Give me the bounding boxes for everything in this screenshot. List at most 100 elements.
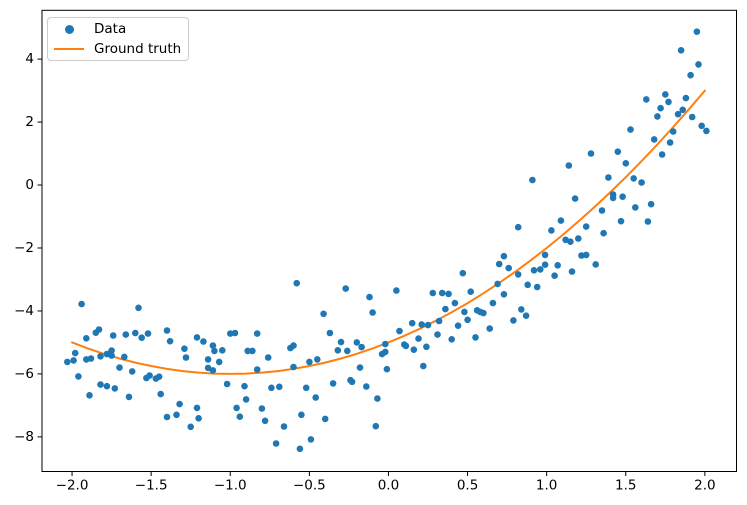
- data-point: [467, 288, 475, 296]
- data-point: [658, 151, 666, 158]
- data-point: [688, 113, 696, 121]
- data-point: [522, 312, 530, 320]
- data-point: [494, 280, 501, 288]
- data-point: [187, 423, 194, 431]
- data-point: [617, 217, 625, 225]
- data-point: [609, 194, 617, 202]
- data-point: [454, 322, 462, 330]
- data-point: [423, 343, 430, 351]
- y-tick-label: 4: [25, 51, 34, 67]
- data-point: [662, 91, 669, 98]
- data-point: [703, 127, 710, 135]
- data-point: [97, 353, 104, 360]
- data-point: [654, 113, 661, 120]
- data-point: [231, 329, 239, 337]
- data-point: [302, 384, 310, 392]
- data-point: [181, 345, 188, 353]
- data-point: [146, 372, 153, 379]
- data-point: [614, 148, 622, 155]
- x-tick-label: 1.0: [536, 478, 557, 494]
- data-point: [135, 304, 142, 312]
- data-point: [674, 110, 682, 118]
- data-point: [619, 193, 626, 200]
- data-point: [445, 290, 452, 298]
- data-point: [193, 334, 201, 341]
- data-point: [643, 96, 650, 103]
- data-point: [369, 309, 376, 316]
- data-point: [95, 326, 103, 333]
- data-point: [122, 331, 130, 338]
- data-point: [514, 271, 522, 278]
- data-point: [541, 251, 549, 259]
- x-tick-label: −1.5: [135, 478, 168, 494]
- data-point: [530, 267, 538, 274]
- data-point: [253, 366, 261, 373]
- y-tick-label: 2: [25, 114, 34, 130]
- data-point: [587, 150, 595, 157]
- data-point: [204, 356, 212, 363]
- data-point: [306, 358, 313, 366]
- data-point: [326, 329, 334, 337]
- data-point: [418, 321, 426, 328]
- data-point: [677, 47, 685, 54]
- data-point: [638, 179, 645, 186]
- data-point: [565, 162, 573, 169]
- data-point: [415, 335, 422, 342]
- data-point: [125, 393, 133, 401]
- y-tick-label: 0: [25, 177, 34, 193]
- data-point: [219, 347, 226, 354]
- data-point: [451, 299, 459, 307]
- y-tick-label: −6: [14, 366, 34, 382]
- data-point: [64, 358, 71, 366]
- y-tick-label: −8: [14, 429, 34, 445]
- data-point: [264, 354, 272, 361]
- data-point: [657, 104, 664, 112]
- data-point: [356, 364, 364, 371]
- data-point: [632, 204, 639, 211]
- data-point: [424, 321, 432, 329]
- data-point: [109, 332, 117, 339]
- data-point: [582, 251, 590, 259]
- data-point: [505, 264, 512, 272]
- data-point: [138, 334, 145, 342]
- data-point: [568, 268, 576, 275]
- data-point: [298, 411, 305, 419]
- data-point: [233, 404, 240, 412]
- data-point: [698, 122, 705, 130]
- data-point: [344, 347, 351, 355]
- data-point: [582, 223, 590, 230]
- legend-item-ground-truth: Ground truth: [48, 39, 188, 59]
- data-point: [195, 415, 202, 422]
- data-point: [253, 330, 261, 337]
- data-point: [163, 413, 171, 421]
- x-tick-label: −1.0: [214, 478, 247, 494]
- data-point: [249, 347, 256, 355]
- data-point: [272, 440, 280, 447]
- data-point: [290, 363, 297, 371]
- data-point: [276, 383, 283, 391]
- x-tick-label: 0.5: [457, 478, 478, 494]
- data-point: [166, 337, 174, 345]
- data-point: [402, 342, 410, 350]
- data-point: [116, 364, 123, 371]
- data-point: [622, 160, 630, 167]
- y-tick-label: −4: [14, 303, 34, 319]
- data-point: [155, 373, 163, 381]
- data-point: [524, 281, 531, 289]
- data-point: [695, 61, 702, 68]
- data-point: [486, 325, 494, 332]
- y-tick-label: −2: [14, 240, 34, 256]
- data-point: [296, 445, 304, 453]
- data-point: [510, 317, 517, 324]
- data-point: [393, 287, 400, 294]
- data-point: [215, 358, 223, 366]
- legend-label-data: Data: [94, 21, 127, 37]
- data-point: [209, 342, 217, 349]
- data-point: [353, 339, 361, 346]
- data-point: [372, 422, 380, 430]
- data-point: [71, 349, 79, 357]
- data-point: [500, 291, 508, 298]
- legend: Data Ground truth: [47, 17, 189, 61]
- data-point: [383, 365, 391, 373]
